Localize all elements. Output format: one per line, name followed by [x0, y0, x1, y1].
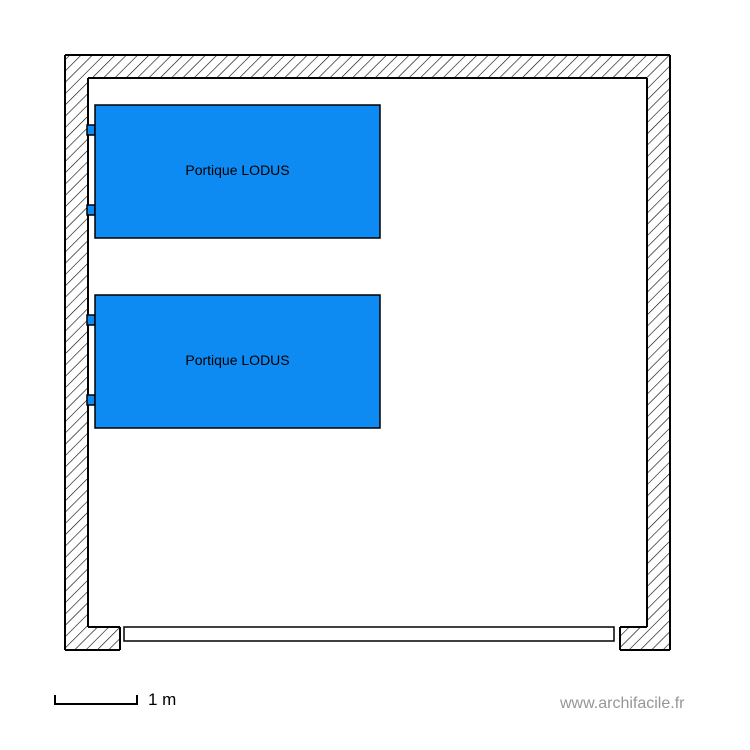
equipment-block-label: Portique LODUS: [185, 352, 289, 368]
scale-bar-line: [54, 695, 138, 705]
equipment-block: Portique LODUS: [87, 105, 380, 238]
equipment-blocks: Portique LODUS Portique LODUS: [87, 105, 380, 428]
watermark: www.archifacile.fr: [560, 695, 684, 713]
scale-bar: 1 m: [54, 690, 176, 710]
equipment-block-label: Portique LODUS: [185, 162, 289, 178]
door-threshold: [124, 627, 614, 641]
equipment-block: Portique LODUS: [87, 295, 380, 428]
floorplan-svg: Portique LODUS Portique LODUS: [0, 0, 750, 750]
floorplan-canvas: Portique LODUS Portique LODUS: [0, 0, 750, 750]
scale-label: 1 m: [148, 690, 176, 710]
